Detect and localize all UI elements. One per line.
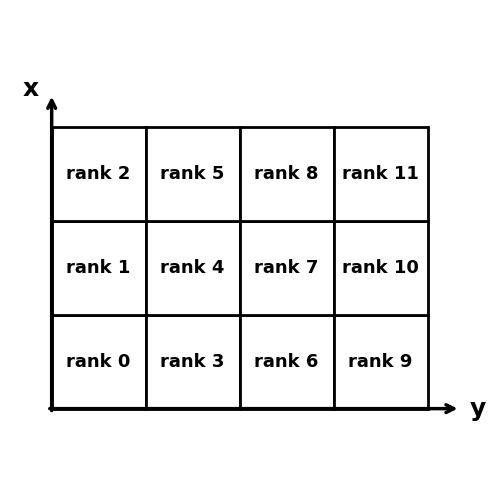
Bar: [334, 127, 427, 221]
Text: rank 9: rank 9: [349, 353, 413, 371]
Text: rank 1: rank 1: [66, 259, 131, 277]
Text: rank 6: rank 6: [254, 353, 319, 371]
Text: rank 5: rank 5: [160, 165, 225, 182]
Bar: [52, 221, 145, 315]
Bar: [52, 127, 145, 221]
Text: x: x: [23, 77, 39, 101]
Bar: [145, 127, 240, 221]
Text: rank 3: rank 3: [160, 353, 225, 371]
Text: rank 2: rank 2: [66, 165, 131, 182]
Bar: [240, 127, 334, 221]
Text: rank 10: rank 10: [342, 259, 419, 277]
Text: rank 4: rank 4: [160, 259, 225, 277]
Text: y: y: [469, 397, 486, 421]
Bar: [240, 315, 334, 409]
Text: rank 8: rank 8: [254, 165, 319, 182]
Text: rank 11: rank 11: [342, 165, 419, 182]
Bar: [334, 221, 427, 315]
Bar: [145, 315, 240, 409]
Text: rank 0: rank 0: [66, 353, 131, 371]
Text: rank 7: rank 7: [254, 259, 319, 277]
Bar: [145, 221, 240, 315]
Bar: [52, 315, 145, 409]
Bar: [334, 315, 427, 409]
Bar: [240, 221, 334, 315]
